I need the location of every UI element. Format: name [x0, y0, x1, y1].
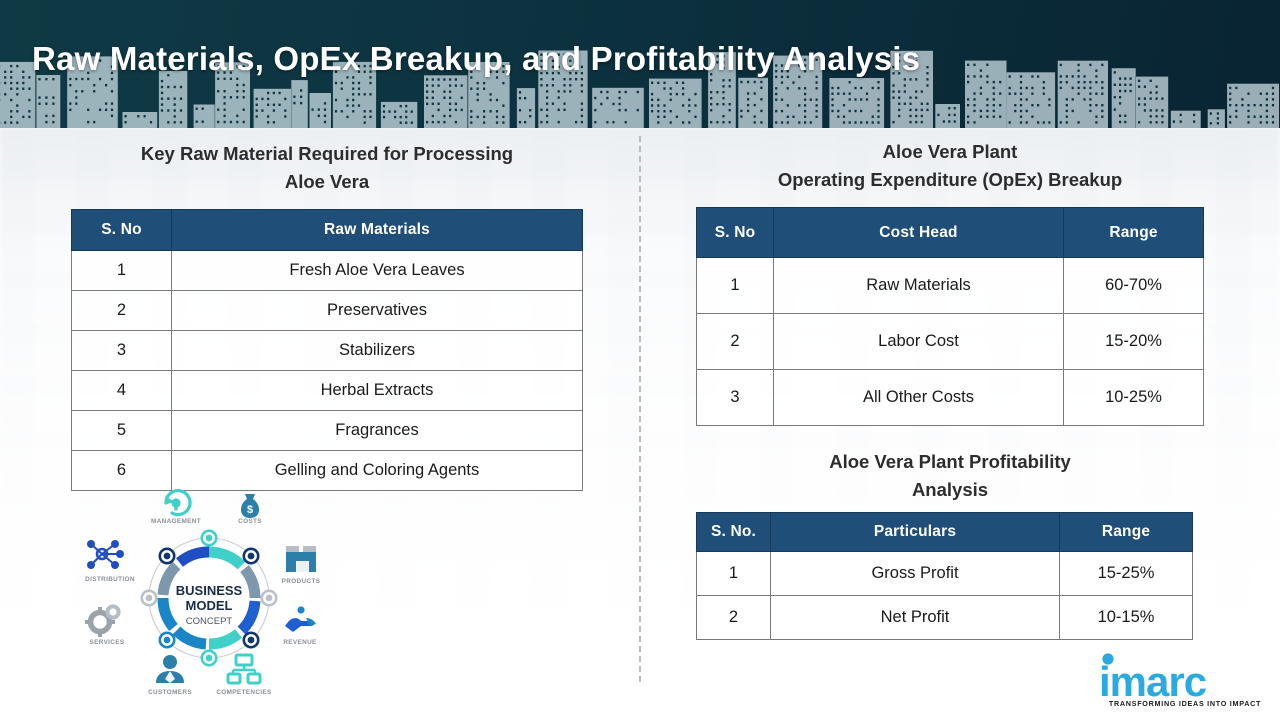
col-header-raw-materials: Raw Materials [171, 209, 583, 251]
cell-range: 15-20% [1063, 313, 1204, 370]
cell-sno: 6 [71, 450, 172, 491]
cell-sno: 4 [71, 370, 172, 411]
imarc-wordmark-icon: imarc [1099, 653, 1208, 705]
cell-sno: 2 [696, 595, 771, 640]
bmc-label-services: SERVICES [89, 639, 125, 646]
slide-header: Raw Materials, OpEx Breakup, and Profita… [0, 0, 1280, 128]
col-header-sno: S. No [696, 207, 774, 258]
cell-sno: 3 [71, 330, 172, 371]
svg-text:$: $ [247, 504, 253, 516]
bmc-label-customers: CUSTOMERS [148, 689, 192, 696]
profitability-table: S. No. Particulars Range 1 Gross Profit … [696, 512, 1193, 640]
cell-sno: 1 [696, 257, 774, 314]
cell-material: Preservatives [171, 290, 583, 331]
cell-particulars: Gross Profit [770, 551, 1060, 596]
refresh-lightbulb-icon [164, 489, 192, 517]
bmc-center-line1: BUSINESS [176, 583, 243, 598]
profitability-table-body: 1 Gross Profit 15-25% 2 Net Profit 10-15… [696, 551, 1193, 640]
left-table-title-line1: Key Raw Material Required for Processing [140, 143, 514, 164]
table-row: 2 Preservatives [71, 290, 583, 331]
bmc-label-costs: COSTS [238, 518, 262, 525]
profitability-table-title: Aloe Vera Plant Profitability Analysis [680, 448, 1220, 504]
col-header-particulars: Particulars [770, 512, 1060, 552]
hand-coin-icon [285, 606, 316, 632]
network-nodes-icon [87, 540, 124, 569]
cell-sno: 2 [696, 313, 774, 370]
business-model-concept-graphic: BUSINESS MODEL CONCEPT $ [78, 478, 340, 703]
table-row: 1 Fresh Aloe Vera Leaves [71, 250, 583, 291]
cell-sno: 1 [696, 551, 771, 596]
cell-range: 15-25% [1059, 551, 1193, 596]
bmc-label-products: PRODUCTS [281, 578, 321, 585]
col-header-cost-head: Cost Head [773, 207, 1064, 258]
col-header-range: Range [1059, 512, 1193, 552]
cell-cost-head: Raw Materials [773, 257, 1064, 314]
gears-icon [85, 604, 121, 637]
table-row: 4 Herbal Extracts [71, 370, 583, 411]
table-row: 3 Stabilizers [71, 330, 583, 371]
table-row: 1 Gross Profit 15-25% [696, 551, 1193, 596]
table-row: 6 Gelling and Coloring Agents [71, 450, 583, 491]
panel-divider [639, 136, 641, 682]
cell-range: 10-25% [1063, 369, 1204, 426]
business-model-diagram-svg: BUSINESS MODEL CONCEPT $ [85, 489, 316, 685]
cell-material: Herbal Extracts [171, 370, 583, 411]
bmc-label-competencies: COMPETENCIES [216, 689, 272, 696]
svg-text:imarc: imarc [1099, 658, 1207, 704]
cell-material: Fresh Aloe Vera Leaves [171, 250, 583, 291]
table-row: 2 Labor Cost 15-20% [696, 313, 1204, 370]
money-bag-icon: $ [240, 494, 260, 518]
table-row: 5 Fragrances [71, 410, 583, 451]
cell-sno: 3 [696, 369, 774, 426]
col-header-sno: S. No. [696, 512, 771, 552]
imarc-logo: imarc TRANSFORMING IDEAS INTO IMPACT [1096, 652, 1268, 714]
col-header-sno: S. No [71, 209, 172, 251]
cell-sno: 5 [71, 410, 172, 451]
opex-table-title: Aloe Vera Plant Operating Expenditure (O… [680, 138, 1220, 194]
cell-range: 60-70% [1063, 257, 1204, 314]
table-header-row: S. No. Particulars Range [696, 512, 1193, 552]
table-row: 1 Raw Materials 60-70% [696, 257, 1204, 314]
cell-particulars: Net Profit [770, 595, 1060, 640]
table-row: 3 All Other Costs 10-25% [696, 369, 1204, 426]
org-chart-icon [226, 653, 262, 685]
imarc-tagline: TRANSFORMING IDEAS INTO IMPACT [1108, 699, 1262, 708]
profitability-title-line1: Aloe Vera Plant Profitability [829, 451, 1071, 472]
cell-sno: 1 [71, 250, 172, 291]
cell-material: Fragrances [171, 410, 583, 451]
bmc-center-line3: CONCEPT [186, 616, 233, 627]
table-header-row: S. No Cost Head Range [696, 207, 1204, 258]
cell-material: Gelling and Coloring Agents [171, 450, 583, 491]
cell-material: Stabilizers [171, 330, 583, 371]
bmc-label-revenue: REVENUE [283, 639, 317, 646]
opex-title-line2: Operating Expenditure (OpEx) Breakup [777, 169, 1123, 190]
table-header-row: S. No Raw Materials [71, 209, 583, 251]
raw-materials-table-body: 1 Fresh Aloe Vera Leaves 2 Preservatives… [71, 250, 583, 491]
user-icon [156, 655, 184, 683]
bmc-label-distribution: DISTRIBUTION [85, 576, 135, 583]
opex-table-body: 1 Raw Materials 60-70% 2 Labor Cost 15-2… [696, 257, 1204, 426]
cell-cost-head: Labor Cost [773, 313, 1064, 370]
opex-title-line1: Aloe Vera Plant [882, 141, 1018, 162]
cell-cost-head: All Other Costs [773, 369, 1064, 426]
bmc-label-management: MANAGEMENT [150, 518, 202, 525]
opex-breakup-table: S. No Cost Head Range 1 Raw Materials 60… [696, 207, 1204, 426]
profitability-title-line2: Analysis [911, 479, 989, 500]
box-icon [286, 546, 316, 572]
col-header-range: Range [1063, 207, 1204, 258]
cell-range: 10-15% [1059, 595, 1193, 640]
cell-sno: 2 [71, 290, 172, 331]
raw-materials-table: S. No Raw Materials 1 Fresh Aloe Vera Le… [71, 209, 583, 491]
table-row: 2 Net Profit 10-15% [696, 595, 1193, 640]
left-table-title-line2: Aloe Vera [284, 171, 370, 192]
left-table-title: Key Raw Material Required for Processing… [71, 140, 583, 196]
page-title: Raw Materials, OpEx Breakup, and Profita… [32, 40, 921, 77]
bmc-center-line2: MODEL [186, 598, 233, 613]
city-skyline-graphic [0, 50, 1279, 128]
